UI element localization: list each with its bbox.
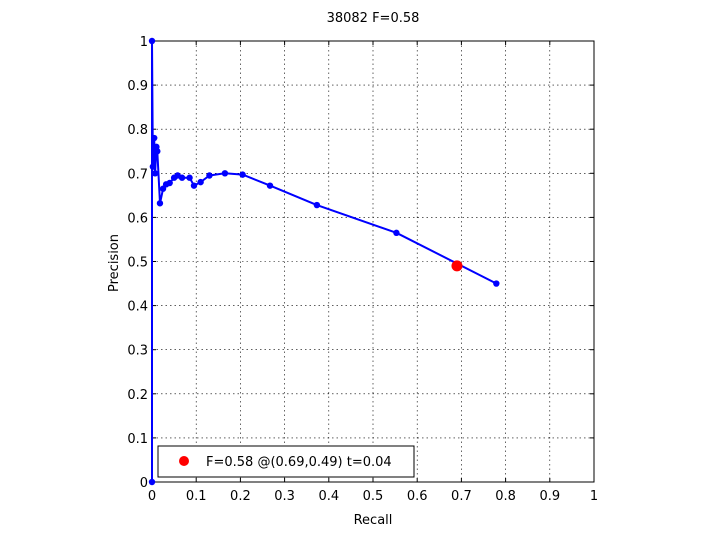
pr-curve-point	[197, 178, 204, 186]
pr-curve-point	[190, 182, 198, 189]
data-series	[148, 37, 500, 486]
y-tick-label: 0.1	[127, 432, 148, 447]
pr-curve-point	[151, 170, 159, 177]
x-axis-label: Recall	[354, 513, 393, 528]
pr-curve-point	[393, 229, 400, 237]
pr-curve-point	[154, 148, 161, 155]
pr-curve-point	[148, 478, 156, 486]
x-tick-label: 0.3	[274, 489, 295, 504]
pr-curve-point	[149, 163, 157, 170]
best-f-point	[451, 260, 463, 272]
pr-curve-point	[156, 200, 164, 207]
pr-curve-point	[266, 182, 274, 189]
pr-curve-point	[493, 280, 500, 287]
x-tick-label: 1	[590, 489, 598, 504]
y-tick-label: 0.7	[127, 167, 148, 182]
y-tick-label: 0.8	[127, 123, 148, 138]
y-tick-label: 0.4	[127, 300, 148, 315]
x-tick-label: 0.2	[230, 489, 251, 504]
x-tick-label: 0.7	[451, 489, 472, 504]
pr-curve-point	[221, 170, 229, 177]
y-tick-label: 1	[140, 35, 148, 50]
legend-box	[157, 445, 415, 478]
legend: F=0.58 @(0.69,0.49) t=0.04	[157, 445, 415, 478]
pr-curve-point	[239, 171, 246, 178]
x-tick-label: 0.6	[407, 489, 428, 504]
y-tick-label: 0	[140, 476, 148, 491]
chart-title: 38082 F=0.58	[327, 11, 420, 26]
y-tick-label: 0.5	[127, 256, 148, 271]
y-tick-label: 0.6	[127, 211, 148, 226]
x-tick-label: 0.4	[318, 489, 339, 504]
x-tick-label: 0.1	[186, 489, 207, 504]
x-tick-label: 0	[148, 489, 156, 504]
pr-curve-point	[178, 174, 186, 181]
y-tick-label: 0.9	[127, 79, 148, 94]
axis-ticks: 0 0.1 0.2 0.3 0.4 0.5 0.6 0.7 0.8 0.9 1 0 0.1 0.2 0.3 0…	[127, 35, 598, 504]
legend-marker	[179, 456, 189, 466]
x-tick-label: 0.9	[539, 489, 560, 504]
pr-curve-point	[313, 201, 321, 209]
y-axis-label: Precision	[107, 234, 122, 292]
pr-curve-point	[166, 179, 173, 187]
legend-label: F=0.58 @(0.69,0.49) t=0.04	[206, 455, 392, 470]
pr-curve-point	[186, 174, 193, 181]
pr-curve-point	[151, 134, 158, 142]
y-tick-label: 0.3	[127, 344, 148, 359]
pr-curve-point	[206, 172, 213, 179]
y-tick-label: 0.2	[127, 388, 148, 403]
x-tick-label: 0.8	[495, 489, 516, 504]
x-tick-label: 0.5	[363, 489, 384, 504]
pr-curve-point	[148, 37, 156, 45]
grid	[152, 41, 594, 482]
